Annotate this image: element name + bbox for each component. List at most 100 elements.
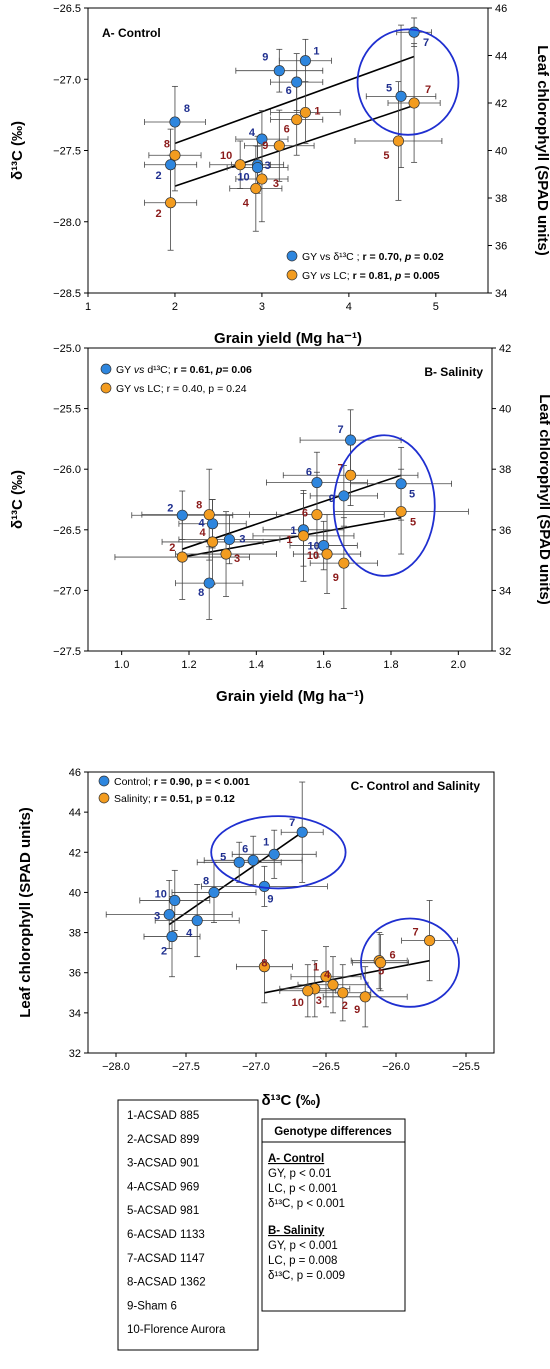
legend-label: GY vs LC; r = 0.40, p = 0.24 [116, 383, 247, 395]
point-label: 4 [186, 928, 193, 940]
point-label: 6 [302, 508, 308, 520]
data-point-blue [256, 133, 268, 145]
legend-label: GY vs d¹³C; r = 0.61, p= 0.06 [116, 364, 252, 376]
y2-axis-title: Leaf chlorophyll (SPAD units) [536, 394, 550, 605]
data-point-orange [299, 106, 311, 119]
point-label: 5 [386, 82, 392, 94]
y-tick-label: −27.5 [53, 646, 81, 658]
y2-tick-label: 36 [499, 525, 511, 537]
point-label: 7 [338, 424, 344, 436]
point-label: 4 [243, 198, 250, 210]
data-point-orange [234, 159, 246, 171]
genotype-item: 4-ACSAD 969 [127, 1181, 199, 1193]
genotype-differences-box: Genotype differences A- Control GY, p < 0… [261, 1118, 406, 1312]
point-label: 4 [199, 518, 206, 530]
data-point-orange [250, 182, 262, 195]
data-point-orange [302, 985, 314, 997]
point-label: 3 [273, 178, 279, 190]
differences-line: GY, p < 0.001 [268, 1240, 338, 1252]
data-point-blue [395, 90, 407, 102]
y-axis-title: δ¹³C (‰) [9, 121, 26, 180]
point-label: 6 [390, 950, 396, 962]
y2-tick-label: 42 [499, 343, 511, 355]
point-label: 1 [313, 46, 319, 58]
x-tick-label: 1 [85, 301, 91, 313]
regression-line [182, 474, 402, 550]
data-point-orange [207, 536, 219, 548]
data-point-orange [220, 548, 232, 560]
point-label: 9 [267, 893, 273, 905]
genotype-item: 6-ACSAD 1133 [127, 1229, 205, 1241]
y-tick-label: 32 [69, 1048, 81, 1060]
x-tick-label: −26.0 [382, 1061, 410, 1073]
point-label: 10 [155, 888, 167, 900]
legend-marker [100, 363, 112, 375]
x-tick-label: −26.5 [312, 1061, 340, 1073]
y2-tick-label: 40 [499, 404, 511, 416]
x-tick-label: −25.5 [452, 1061, 480, 1073]
point-label: 10 [307, 550, 319, 562]
data-point-orange [392, 135, 404, 147]
data-point-orange [424, 935, 436, 947]
legend-label: Control; r = 0.90, p = < 0.001 [114, 776, 250, 788]
y2-tick-label: 40 [495, 146, 507, 158]
y-tick-label: −26.5 [53, 525, 81, 537]
highlight-ellipse [332, 434, 436, 577]
point-label: 6 [286, 85, 292, 97]
panel-title: C- Control and Salinity [351, 779, 481, 793]
point-label: 7 [289, 817, 295, 829]
legend-label: Salinity; r = 0.51, p = 0.12 [114, 793, 235, 805]
data-point-blue [338, 490, 350, 502]
point-label: 8 [198, 587, 204, 599]
legend-label: GY vs δ¹³C ; r = 0.70, p = 0.02 [302, 251, 444, 263]
point-label: 9 [333, 572, 339, 584]
y2-tick-label: 38 [499, 464, 511, 476]
data-point-orange [345, 469, 357, 481]
plot-frame [87, 771, 495, 1054]
x-tick-label: −28.0 [102, 1061, 130, 1073]
y-tick-label: 36 [69, 968, 81, 980]
point-label: 6 [306, 467, 312, 479]
genotype-item: 5-ACSAD 981 [127, 1205, 199, 1217]
genotype-item: 8-ACSAD 1362 [127, 1277, 206, 1289]
data-point-orange [176, 551, 188, 563]
point-label: 5 [410, 517, 416, 529]
y-tick-label: −28.5 [53, 288, 81, 300]
x-tick-label: 5 [433, 301, 439, 313]
x-tick-label: 2 [172, 301, 178, 313]
point-label: 7 [413, 927, 419, 939]
x-tick-label: 1.8 [383, 659, 398, 671]
data-point-orange [311, 509, 323, 521]
y2-tick-label: 34 [495, 288, 507, 300]
point-label: 8 [203, 875, 209, 887]
point-label: 6 [284, 124, 290, 136]
point-label: 7 [425, 84, 431, 96]
highlight-ellipse [360, 917, 460, 1008]
x-tick-label: 1.2 [181, 659, 196, 671]
point-label: 1 [286, 534, 292, 546]
data-point-blue [169, 116, 181, 128]
data-point-blue [395, 478, 407, 490]
y2-tick-label: 32 [499, 646, 511, 658]
data-point-blue [252, 162, 264, 174]
y2-tick-label: 42 [495, 98, 507, 110]
y-tick-label: −25.5 [53, 404, 81, 416]
data-point-blue [166, 931, 178, 943]
data-point-blue [203, 577, 215, 589]
data-point-blue [311, 476, 323, 489]
legend-marker [98, 775, 110, 787]
differences-title: Genotype differences [274, 1126, 392, 1138]
data-point-blue [191, 914, 203, 927]
data-point-blue [169, 894, 181, 907]
differences-line: δ¹³C, p < 0.001 [268, 1198, 345, 1210]
data-point-orange [408, 97, 420, 109]
highlight-ellipse [356, 28, 460, 136]
chart-legend: Control; r = 0.90, p = < 0.001 Salinity; … [98, 775, 250, 805]
panel-c-chart: −28.0 −27.5 −27.0 −26.5 −26.0 −25.53234363840… [17, 767, 495, 1109]
data-point-blue [176, 509, 188, 521]
y-tick-label: 44 [69, 807, 81, 819]
x-axis-title: Grain yield (Mg ha⁻¹) [214, 330, 362, 347]
differences-heading: A- Control [268, 1153, 324, 1165]
point-label: 10 [220, 150, 232, 162]
